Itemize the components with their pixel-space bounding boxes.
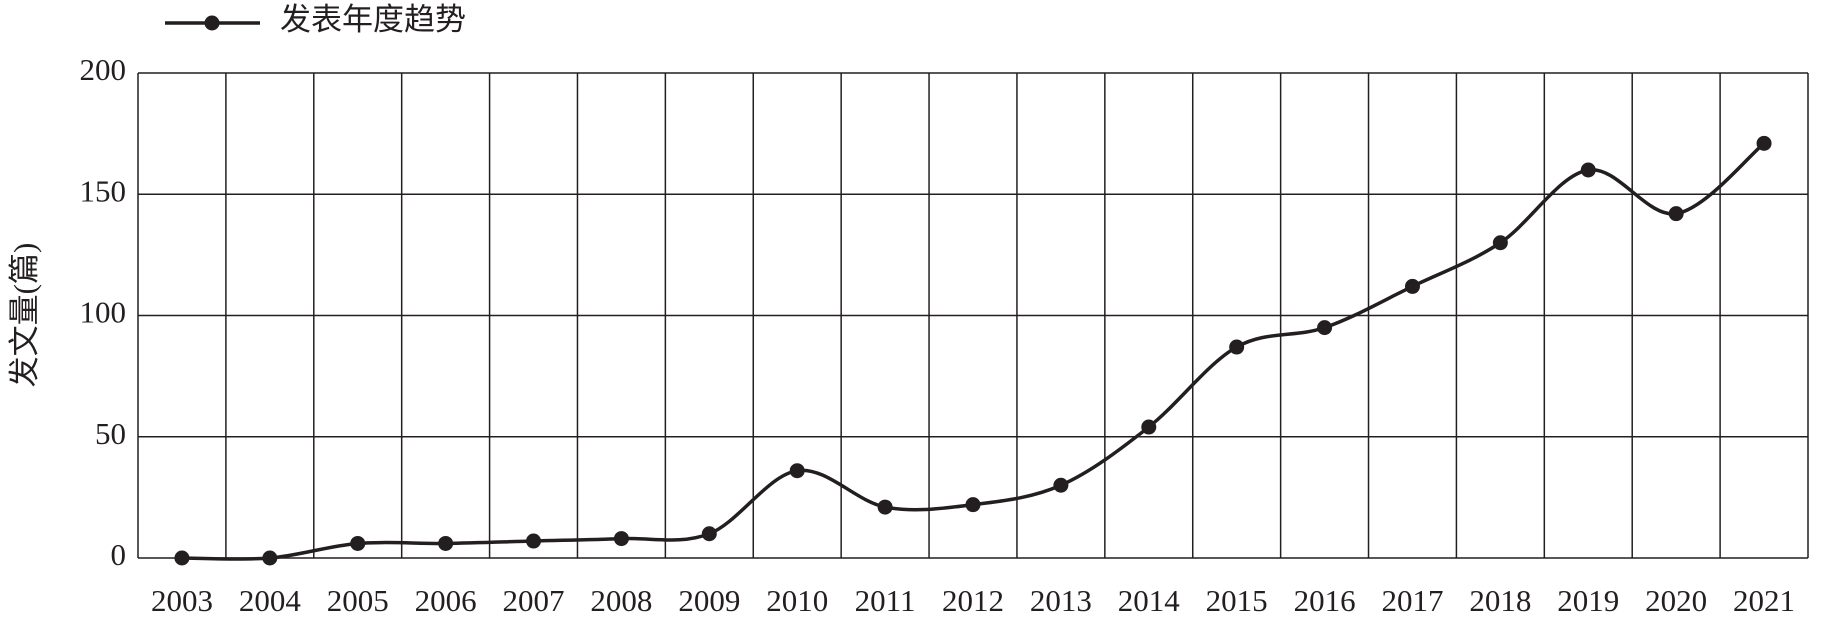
x-tick-label: 2014 — [1118, 583, 1181, 618]
x-tick-label: 2019 — [1557, 583, 1619, 618]
x-tick-label: 2011 — [855, 583, 916, 618]
x-tick-label: 2017 — [1381, 583, 1443, 618]
point — [965, 497, 981, 513]
y-tick-label: 100 — [80, 295, 127, 330]
y-tick-label: 150 — [80, 173, 127, 208]
y-axis-label: 发文量(篇) — [7, 243, 42, 388]
x-tick-label: 2009 — [678, 583, 740, 618]
point — [1668, 206, 1684, 222]
point — [1229, 339, 1245, 355]
point — [350, 535, 366, 551]
x-tick-label: 2006 — [415, 583, 477, 618]
point — [1053, 477, 1069, 493]
x-tick-label: 2007 — [503, 583, 565, 618]
x-tick-label: 2010 — [766, 583, 828, 618]
x-tick-label: 2004 — [239, 583, 302, 618]
y-tick-label: 0 — [111, 537, 127, 572]
x-tick-label: 2012 — [942, 583, 1004, 618]
x-tick-label: 2016 — [1294, 583, 1356, 618]
point — [1141, 419, 1157, 435]
x-tick-label: 2018 — [1469, 583, 1531, 618]
point — [701, 526, 717, 542]
legend-label: 发表年度趋势 — [280, 2, 466, 37]
x-tick-label: 2020 — [1645, 583, 1707, 618]
point — [174, 550, 190, 566]
x-tick-label: 2003 — [151, 583, 213, 618]
point — [262, 550, 278, 566]
point — [1756, 135, 1772, 151]
x-tick-label: 2021 — [1733, 583, 1795, 618]
x-tick-label: 2005 — [327, 583, 389, 618]
point — [526, 533, 542, 549]
y-tick-label: 50 — [95, 416, 126, 451]
y-tick-label: 200 — [80, 52, 127, 87]
point — [1404, 278, 1420, 294]
point — [613, 531, 629, 547]
x-tick-label: 2013 — [1030, 583, 1092, 618]
point — [1317, 320, 1333, 336]
legend-marker — [204, 15, 220, 31]
x-tick-label: 2015 — [1206, 583, 1268, 618]
x-tick-label: 2008 — [590, 583, 652, 618]
point — [1492, 235, 1508, 251]
point — [1580, 162, 1596, 178]
point — [789, 463, 805, 479]
line — [181, 141, 1766, 561]
point — [438, 535, 454, 551]
point — [877, 499, 893, 515]
